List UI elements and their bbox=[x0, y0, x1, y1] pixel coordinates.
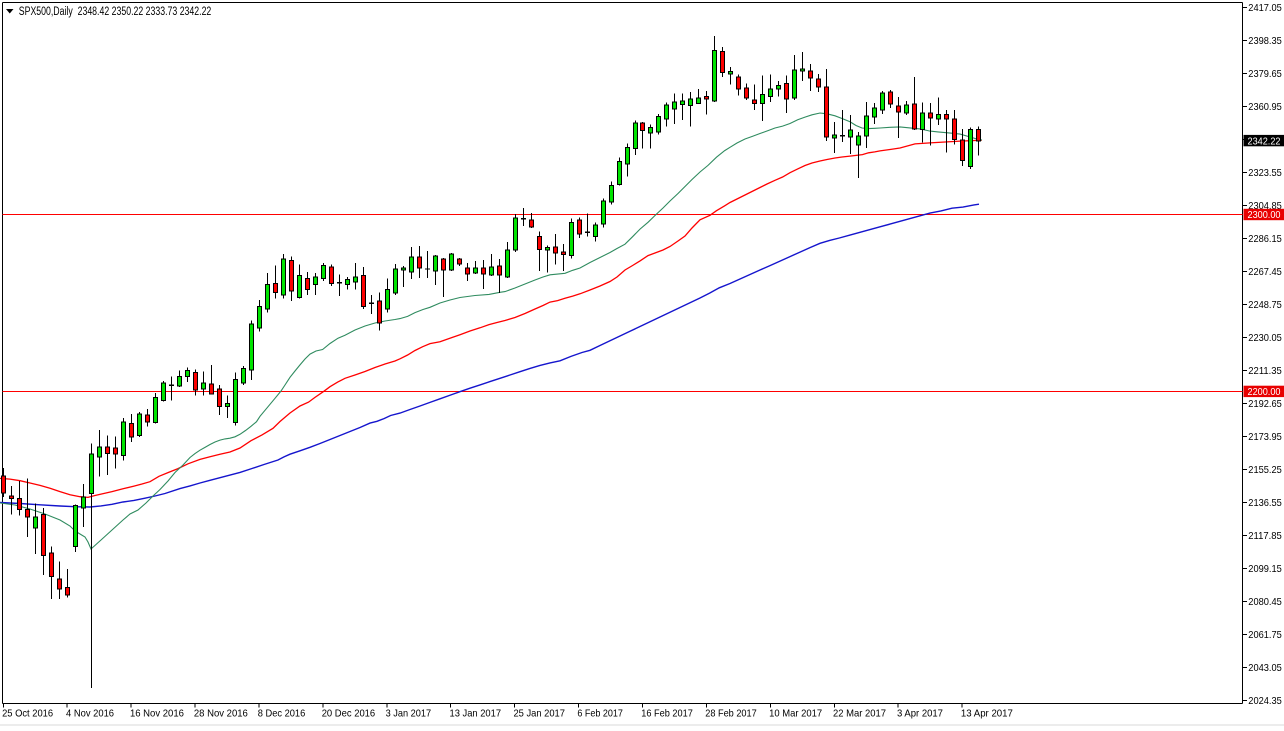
svg-text:2417.05: 2417.05 bbox=[1248, 3, 1282, 14]
svg-text:2117.85: 2117.85 bbox=[1248, 531, 1282, 542]
svg-text:25 Jan 2017: 25 Jan 2017 bbox=[513, 709, 565, 720]
svg-text:13 Apr 2017: 13 Apr 2017 bbox=[961, 709, 1013, 720]
svg-text:2379.65: 2379.65 bbox=[1248, 69, 1282, 80]
svg-text:2300.00: 2300.00 bbox=[1248, 210, 1281, 221]
svg-text:SPX500,Daily 2348.42 2350.22: SPX500,Daily 2348.42 2350.22 2333.73 234… bbox=[19, 6, 212, 18]
svg-text:2061.75: 2061.75 bbox=[1248, 630, 1282, 641]
svg-text:2230.05: 2230.05 bbox=[1248, 333, 1282, 344]
svg-text:3 Apr 2017: 3 Apr 2017 bbox=[897, 709, 943, 720]
svg-text:13 Jan 2017: 13 Jan 2017 bbox=[450, 709, 502, 720]
svg-text:3 Jan 2017: 3 Jan 2017 bbox=[386, 709, 432, 720]
svg-text:2155.25: 2155.25 bbox=[1248, 465, 1282, 476]
svg-text:2080.45: 2080.45 bbox=[1248, 597, 1282, 608]
svg-text:2043.05: 2043.05 bbox=[1248, 663, 1282, 674]
svg-text:16 Feb 2017: 16 Feb 2017 bbox=[641, 709, 693, 720]
svg-text:2200.00: 2200.00 bbox=[1248, 387, 1281, 398]
svg-text:2211.35: 2211.35 bbox=[1248, 366, 1282, 377]
svg-text:2360.95: 2360.95 bbox=[1248, 102, 1282, 113]
svg-text:28 Feb 2017: 28 Feb 2017 bbox=[705, 709, 757, 720]
svg-text:4 Nov 2016: 4 Nov 2016 bbox=[66, 709, 114, 720]
svg-text:2192.65: 2192.65 bbox=[1248, 399, 1282, 410]
svg-text:10 Mar 2017: 10 Mar 2017 bbox=[769, 709, 822, 720]
svg-text:2099.15: 2099.15 bbox=[1248, 564, 1282, 575]
svg-text:2267.45: 2267.45 bbox=[1248, 267, 1282, 278]
svg-text:2286.15: 2286.15 bbox=[1248, 234, 1282, 245]
svg-text:2248.75: 2248.75 bbox=[1248, 300, 1282, 311]
svg-text:2136.55: 2136.55 bbox=[1248, 498, 1282, 509]
svg-text:25 Oct 2016: 25 Oct 2016 bbox=[2, 709, 53, 720]
svg-text:22 Mar 2017: 22 Mar 2017 bbox=[833, 709, 886, 720]
svg-text:20 Dec 2016: 20 Dec 2016 bbox=[322, 709, 376, 720]
svg-text:8 Dec 2016: 8 Dec 2016 bbox=[258, 709, 306, 720]
svg-text:28 Nov 2016: 28 Nov 2016 bbox=[194, 709, 248, 720]
svg-text:2173.95: 2173.95 bbox=[1248, 432, 1282, 443]
svg-text:2342.22: 2342.22 bbox=[1248, 136, 1281, 147]
svg-text:16 Nov 2016: 16 Nov 2016 bbox=[130, 709, 184, 720]
svg-text:2024.35: 2024.35 bbox=[1248, 696, 1282, 707]
svg-text:6 Feb 2017: 6 Feb 2017 bbox=[577, 709, 623, 720]
svg-text:2323.55: 2323.55 bbox=[1248, 168, 1282, 179]
svg-text:2398.35: 2398.35 bbox=[1248, 36, 1282, 47]
